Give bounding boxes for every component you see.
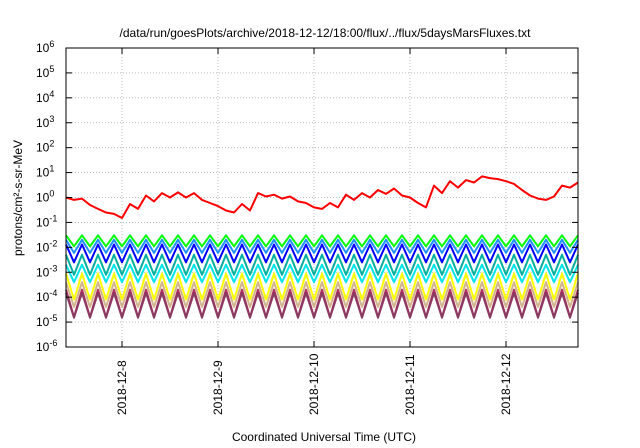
chart-title: /data/run/goesPlots/archive/2018-12-12/1… — [120, 26, 532, 40]
y-tick-label: 10-5 — [36, 313, 57, 329]
series-line-10 — [65, 291, 579, 319]
series-group — [65, 175, 579, 319]
y-tick-label: 10-1 — [36, 213, 57, 229]
y-axis: 10-6 10-5 10-4 10-3 10-2 10-1 100 101 102 103 104 1… — [36, 39, 578, 354]
series-line-8 — [65, 281, 579, 309]
y-tick-label: 101 — [36, 164, 54, 180]
x-tick-label: 2018-12-10 — [307, 353, 321, 415]
series-line-3 — [65, 238, 579, 254]
series-line-6 — [65, 263, 579, 284]
y-tick-label: 10-4 — [36, 288, 57, 304]
x-tick-label: 2018-12-11 — [403, 354, 417, 415]
x-tick-label: 2018-12-9 — [211, 360, 225, 415]
series-line-2 — [65, 234, 579, 248]
x-axis: 2018-12-8 2018-12-9 2018-12-10 2018-12-11 20… — [115, 48, 513, 415]
x-axis-label: Coordinated Universal Time (UTC) — [232, 430, 416, 444]
y-tick-label: 100 — [36, 189, 54, 205]
y-tick-label: 106 — [36, 39, 54, 55]
y-tick-label: 10-3 — [36, 263, 57, 279]
series-line-4 — [65, 243, 579, 264]
x-tick-label: 2018-12-8 — [115, 360, 129, 415]
y-tick-label: 10-6 — [36, 338, 57, 354]
y-tick-label: 105 — [36, 64, 54, 80]
x-tick-label: 2018-12-12 — [499, 353, 513, 415]
y-tick-label: 102 — [36, 139, 54, 155]
y-tick-label: 104 — [36, 89, 54, 105]
y-tick-label: 103 — [36, 114, 54, 130]
y-tick-label: 10-2 — [36, 238, 57, 254]
y-axis-label: protons/cm²-s-sr-MeV — [11, 140, 25, 256]
series-line-5 — [65, 253, 579, 276]
series-line-7 — [65, 272, 579, 301]
series-line-1 — [65, 175, 579, 219]
